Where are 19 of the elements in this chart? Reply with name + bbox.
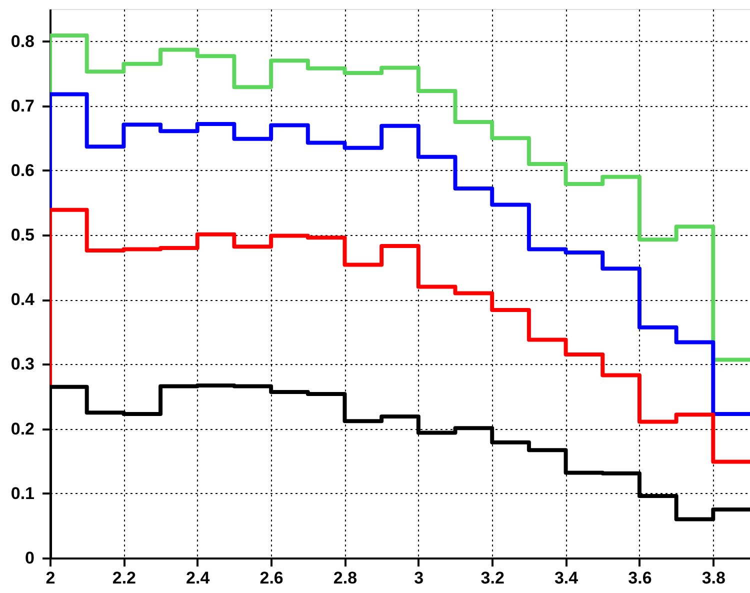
x-tick-label: 3.6: [628, 568, 652, 588]
y-tick-label: 0.5: [10, 226, 34, 245]
y-tick-label: 0.4: [10, 290, 36, 310]
x-tick-label: 3.4: [554, 568, 579, 588]
y-tick-label: 0.8: [10, 32, 34, 51]
x-tick-label: 3.2: [480, 568, 504, 588]
x-tick-label: 3: [414, 568, 424, 588]
x-tick-label: 2.4: [186, 568, 210, 588]
y-tick-label: 0.7: [10, 96, 34, 116]
x-tick-label: 2.8: [333, 568, 358, 588]
y-tick-label: 0: [25, 548, 34, 568]
x-tick-label: 2.2: [112, 568, 136, 588]
y-tick-label: 0.6: [10, 160, 34, 180]
x-tick-label: 3.8: [702, 568, 726, 588]
y-tick-label: 0.1: [10, 484, 34, 503]
x-tick-label: 2.6: [260, 568, 284, 588]
y-tick-label: 0.3: [10, 354, 34, 374]
x-tick-label: 2: [46, 568, 56, 588]
y-tick-label: 0.2: [10, 419, 34, 438]
